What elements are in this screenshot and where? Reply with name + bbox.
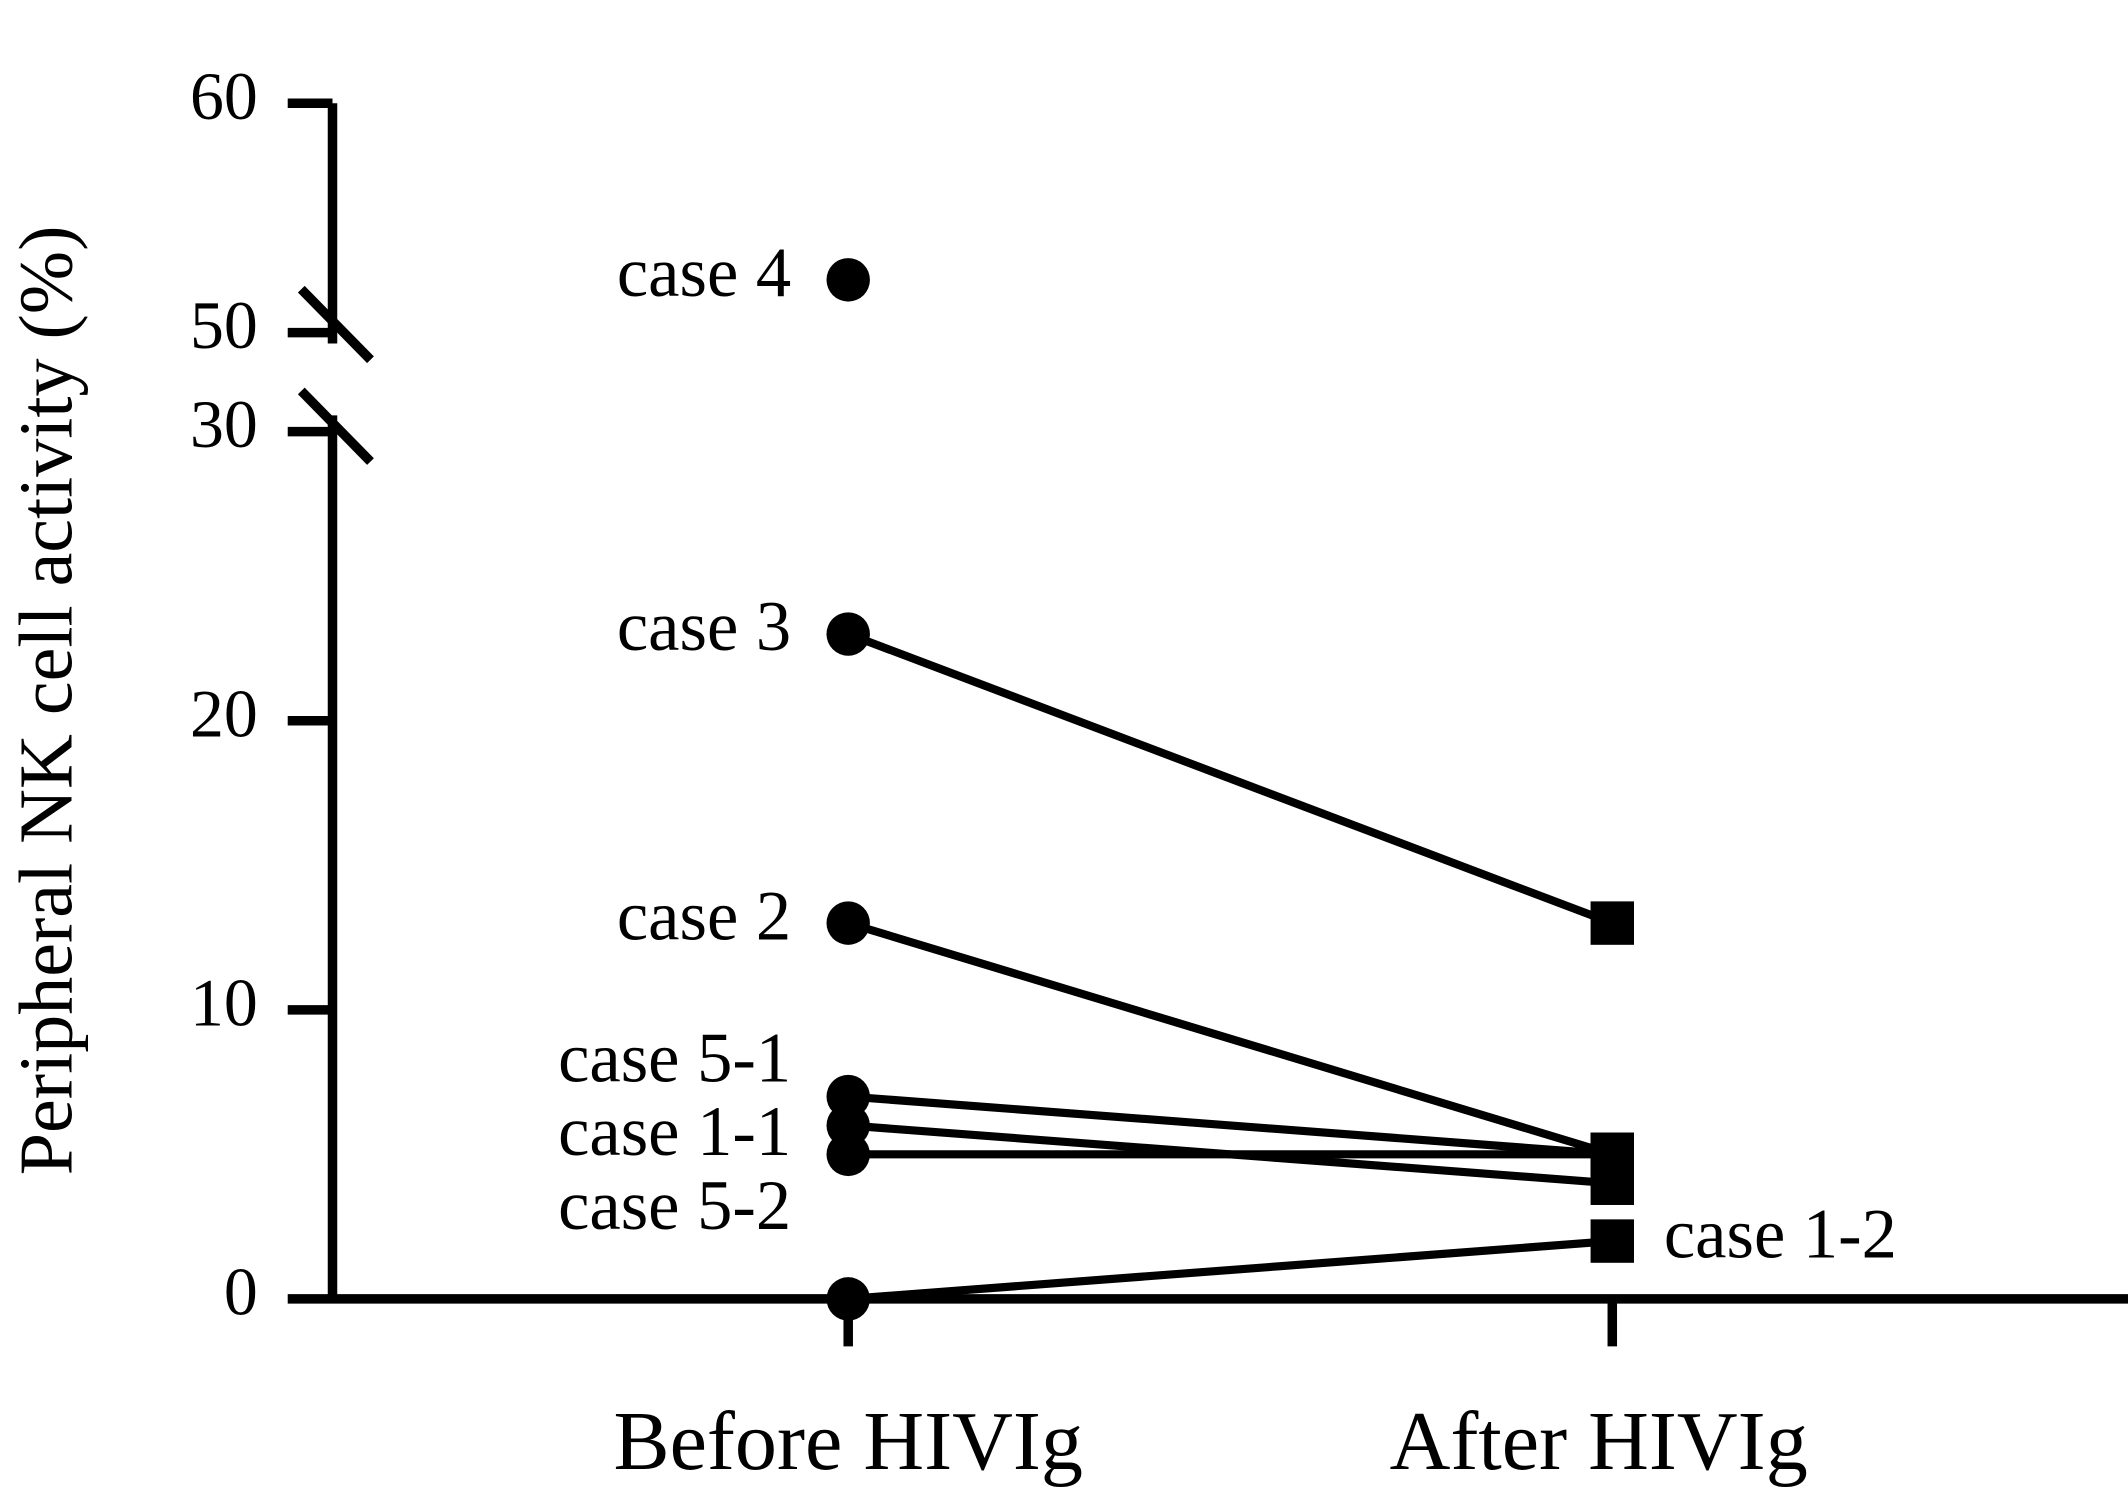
y-axis-label: Peripheral NK cell activity (%)	[5, 226, 89, 1176]
marker	[1590, 1219, 1634, 1263]
case-label: case 3	[617, 588, 791, 666]
marker	[826, 1277, 870, 1321]
marker	[1590, 1132, 1634, 1177]
marker	[826, 1132, 870, 1177]
marker	[826, 258, 870, 302]
case-label: case 1-1	[558, 1093, 791, 1171]
axis-break	[297, 285, 374, 364]
y-tick-label: 60	[190, 59, 258, 134]
marker	[1590, 901, 1634, 945]
series-line	[847, 919, 1614, 1159]
y-tick-label: 50	[190, 288, 258, 363]
x-tick-label: After HIVIg	[1390, 1395, 1808, 1488]
y-tick-label: 10	[190, 965, 258, 1040]
series-line	[847, 1237, 1613, 1303]
series-line	[847, 1092, 1613, 1159]
y-tick-label: 20	[190, 676, 258, 751]
case-label: case 4	[617, 234, 791, 312]
y-tick-label: 30	[190, 387, 258, 462]
marker	[826, 901, 870, 945]
series-line	[846, 630, 1614, 927]
y-tick-label: 0	[224, 1254, 258, 1329]
case-label: case 5-1	[558, 1020, 791, 1098]
case-label: case 2	[617, 877, 791, 955]
case-label: case 5-2	[558, 1167, 791, 1245]
x-tick-label: Before HIVIg	[613, 1395, 1083, 1488]
marker	[826, 612, 870, 656]
axis-break	[297, 387, 374, 465]
case-label: case 1-2	[1664, 1195, 1897, 1273]
